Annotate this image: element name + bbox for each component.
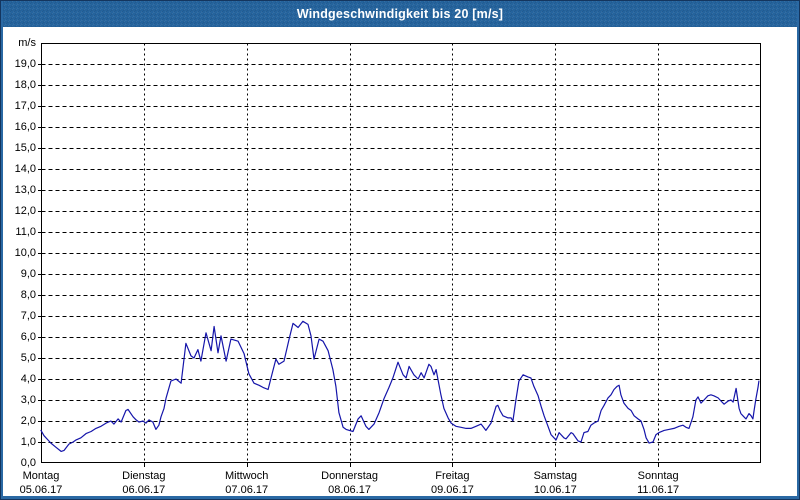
x-axis-date-label: 11.06.17 (637, 484, 680, 496)
x-axis-day-label: Samstag (533, 470, 577, 482)
x-axis-day-label: Sonntag (637, 470, 679, 482)
plot-frame (41, 43, 761, 463)
y-axis-unit-label: m/s (18, 37, 36, 49)
x-axis-date-label: 08.06.17 (328, 484, 371, 496)
y-axis-tick-label: 18,0 (14, 79, 36, 91)
x-axis-day-label: Mittwoch (225, 470, 269, 482)
y-axis-tick-label: 19,0 (14, 58, 36, 70)
y-axis-tick-label: 7,0 (20, 310, 36, 322)
x-axis-date-label: 06.06.17 (122, 484, 166, 496)
x-axis-date-label: 05.06.17 (19, 484, 63, 496)
x-axis-day-label: Donnerstag (321, 470, 378, 482)
y-axis-tick-label: 6,0 (20, 331, 36, 343)
y-axis-tick-label: 14,0 (14, 163, 36, 175)
y-axis-tick-label: 10,0 (14, 247, 36, 259)
x-axis-date-label: 10.06.17 (533, 484, 577, 496)
y-axis-tick-label: 1,0 (20, 436, 36, 448)
y-axis-tick-label: 0,0 (20, 457, 36, 469)
y-axis-tick-label: 16,0 (14, 121, 36, 133)
y-axis-tick-label: 5,0 (20, 352, 36, 364)
x-axis-day-label: Montag (22, 470, 60, 482)
x-axis-day-label: Dienstag (122, 470, 166, 482)
y-axis-tick-label: 9,0 (20, 268, 36, 280)
wind-speed-series-line (40, 320, 760, 452)
y-axis-tick-label: 12,0 (14, 205, 36, 217)
y-axis-tick-label: 17,0 (14, 100, 36, 112)
y-axis-tick-label: 15,0 (14, 142, 36, 154)
x-axis-date-label: 09.06.17 (431, 484, 474, 496)
chart-title-bar: Windgeschwindigkeit bis 20 [m/s] (1, 1, 799, 27)
y-axis-tick-label: 3,0 (20, 394, 36, 406)
y-axis-tick-label: 4,0 (20, 373, 36, 385)
y-axis-tick-label: 11,0 (15, 226, 36, 238)
y-axis-tick-label: 8,0 (20, 289, 36, 301)
x-axis-day-label: Freitag (435, 470, 470, 482)
x-axis-date-label: 07.06.17 (225, 484, 269, 496)
chart-title: Windgeschwindigkeit bis 20 [m/s] (296, 7, 504, 21)
y-axis-tick-label: 13,0 (14, 184, 36, 196)
y-axis-tick-label: 2,0 (20, 415, 36, 427)
